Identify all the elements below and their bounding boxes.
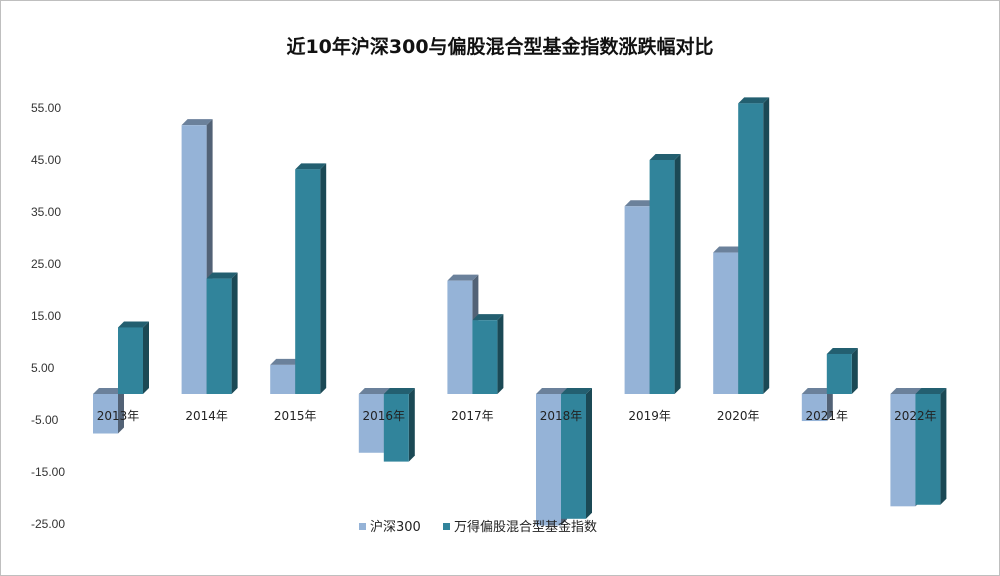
bar (93, 388, 124, 434)
y-tick-label: 35.00 (31, 205, 61, 219)
bar-side (408, 388, 415, 462)
bar-front (181, 125, 207, 394)
bar-front (118, 327, 143, 394)
bar-front (561, 394, 586, 519)
legend-label: 万得偏股混合型基金指数 (454, 519, 597, 535)
bar (295, 163, 327, 394)
bar-front (890, 394, 916, 507)
bar-side (143, 321, 149, 394)
bar-front (713, 252, 739, 394)
bar-front (738, 103, 764, 394)
bar-front (826, 353, 852, 394)
bar (561, 388, 592, 519)
legend-label: 沪深300 (370, 519, 421, 535)
y-tick-label: 25.00 (31, 257, 61, 271)
bar (472, 314, 504, 394)
bar-top (890, 388, 922, 394)
bars-group (93, 97, 947, 526)
bar-top (206, 272, 238, 279)
bar-front (472, 320, 498, 394)
bar-top (270, 358, 302, 365)
bar-top (93, 388, 124, 394)
bar-side (118, 388, 124, 434)
bar-side (497, 314, 504, 394)
bar-front (536, 394, 561, 526)
y-tick-label: -25.00 (31, 517, 65, 531)
x-tick-label: 2015年 (274, 409, 317, 423)
bar-top (915, 388, 947, 394)
bar-side (320, 163, 327, 394)
bar-front (915, 394, 941, 505)
bar (206, 272, 238, 394)
bar-top (536, 388, 567, 394)
legend: 沪深300 万得偏股混合型基金指数 (359, 519, 597, 535)
bar-side (586, 388, 592, 519)
bar-side (940, 388, 947, 505)
y-tick-label: 55.00 (31, 101, 61, 115)
bar-top (624, 200, 656, 207)
bar-side (851, 347, 858, 394)
y-tick-label: 45.00 (31, 153, 61, 167)
bar-front (270, 364, 296, 394)
legend-swatch (443, 523, 450, 530)
bar (738, 97, 770, 394)
bar-top (649, 154, 681, 160)
bar-top (383, 388, 415, 394)
bar-top (295, 163, 327, 170)
bar-front (383, 394, 409, 462)
bar-front (358, 394, 384, 453)
bar-top (181, 119, 213, 126)
legend-swatch (359, 523, 366, 530)
x-tick-label: 2013年 (97, 409, 140, 423)
bar-top (713, 246, 745, 253)
bar (826, 347, 858, 394)
bar (181, 119, 213, 394)
chart-title: 近10年沪深300与偏股混合型基金指数涨跌幅对比 (286, 35, 713, 58)
bar-top (472, 314, 504, 321)
bar-side (826, 388, 833, 422)
x-tick-label: 2018年 (540, 409, 583, 423)
category-labels: 2013年 2014年 2015年 2016年 2017年 2018年 2019年 2020年… (97, 409, 937, 423)
bar-side (674, 154, 681, 394)
x-tick-label: 2017年 (451, 409, 494, 423)
bar-top (561, 388, 592, 394)
bar-front (649, 160, 675, 394)
bar (890, 388, 922, 507)
bar (801, 388, 833, 422)
bar-front (206, 278, 232, 394)
bar-top (118, 321, 149, 328)
x-tick-label: 2019年 (628, 409, 671, 423)
bar-top (447, 274, 479, 281)
bar (649, 154, 681, 394)
bar-side (231, 272, 238, 394)
bar (915, 388, 947, 505)
y-tick-label: 15.00 (31, 309, 61, 323)
bar-top (826, 347, 858, 354)
bar-top (358, 388, 390, 394)
x-tick-label: 2020年 (717, 409, 760, 423)
x-tick-label: 2014年 (185, 409, 228, 423)
bar-front (624, 206, 650, 394)
y-tick-label: 5.00 (31, 361, 55, 375)
bar-top (738, 97, 770, 104)
y-tick-label: -15.00 (31, 465, 65, 479)
bar-front (801, 394, 827, 422)
bar-front (295, 169, 321, 394)
x-tick-label: 2022年 (894, 409, 937, 423)
y-axis: 55.00 45.00 35.00 25.00 15.00 5.00 -5.00 -15.00… (31, 101, 65, 531)
bar-front (447, 280, 473, 394)
y-tick-label: -5.00 (31, 413, 59, 427)
bar-side (763, 97, 770, 394)
bar-top (801, 388, 833, 394)
x-tick-label: 2016年 (363, 409, 406, 423)
bar-front (93, 394, 118, 434)
bar (118, 321, 149, 394)
bar (383, 388, 415, 462)
x-tick-label: 2021年 (806, 409, 849, 423)
